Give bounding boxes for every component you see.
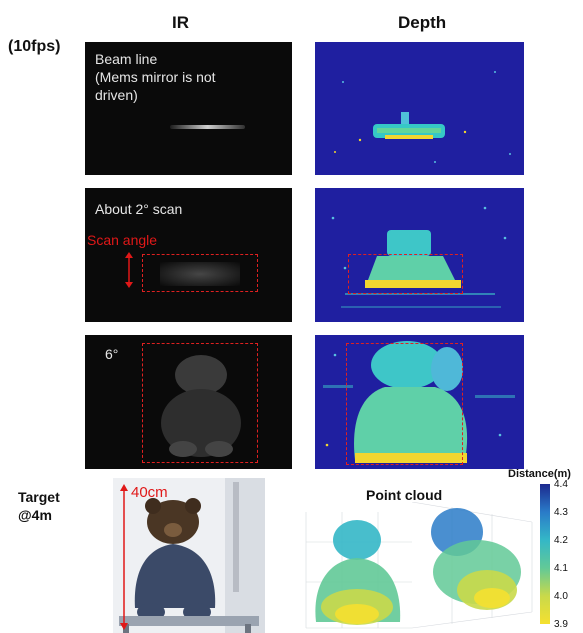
target-label-line1: Target — [18, 489, 60, 505]
depth-beam-line-image — [334, 71, 511, 163]
colorbar-tick-4-4: 4.4 — [554, 479, 568, 490]
colorbar-tick-4-2: 4.2 — [554, 535, 568, 546]
fps-label: (10fps) — [8, 38, 61, 55]
colorbar-tick-3-9: 3.9 — [554, 619, 568, 630]
point-cloud-render — [305, 502, 533, 629]
scan-angle-label: Scan angle — [87, 232, 158, 248]
beam-line-stripe — [170, 125, 245, 129]
ir-panel-beam-line: Beam line (Mems mirror is not driven) — [85, 42, 292, 175]
depth-scan-region-box-6deg — [346, 343, 463, 465]
ir-panel-6deg-scan: 6° — [85, 335, 292, 469]
depth-6deg-image — [323, 341, 515, 463]
colorbar-title: Distance(m) — [508, 468, 571, 480]
depth-column-header: Depth — [398, 13, 447, 32]
ir-bear-silhouette — [161, 355, 241, 457]
target-photo: 40cm — [113, 478, 265, 633]
beam-line-caption-line2: (Mems mirror is not — [95, 69, 216, 85]
scan-angle-arrow — [125, 252, 133, 288]
depth-panel-6deg-scan — [315, 335, 524, 469]
target-label: Target @4m — [18, 488, 60, 524]
colorbar-ticks: 4.4 4.3 4.2 4.1 4.0 3.9 — [554, 480, 568, 630]
scan-6deg-caption: 6° — [105, 346, 119, 362]
scan-2deg-caption: About 2° scan — [95, 201, 183, 217]
height-dimension-label: 40cm — [131, 484, 168, 501]
ir-scan-region-box-2deg — [142, 254, 258, 292]
colorbar — [540, 484, 550, 624]
colorbar-tick-4-0: 4.0 — [554, 591, 568, 602]
colorbar-tick-4-3: 4.3 — [554, 507, 568, 518]
colorbar-tick-4-1: 4.1 — [554, 563, 568, 574]
depth-2deg-image — [331, 206, 507, 308]
teddy-bear-photo — [113, 478, 265, 633]
depth-panel-2deg-scan — [315, 188, 524, 322]
depth-panel-beam-line — [315, 42, 524, 175]
height-dimension-arrow — [120, 484, 128, 630]
ir-bear-glow-2deg — [160, 262, 240, 286]
depth-scan-region-box-2deg — [348, 254, 463, 294]
beam-line-caption-line1: Beam line — [95, 51, 158, 67]
beam-line-caption-line3: driven) — [95, 87, 138, 103]
ir-column-header: IR — [172, 13, 189, 32]
point-cloud-title: Point cloud — [366, 487, 443, 503]
point-cloud-image — [302, 502, 538, 632]
target-label-line2: @4m — [18, 507, 52, 523]
beam-line-caption: Beam line (Mems mirror is not driven) — [95, 50, 216, 104]
ir-scan-region-box-6deg — [142, 343, 258, 463]
ir-panel-2deg-scan: About 2° scan Scan angle — [85, 188, 292, 322]
